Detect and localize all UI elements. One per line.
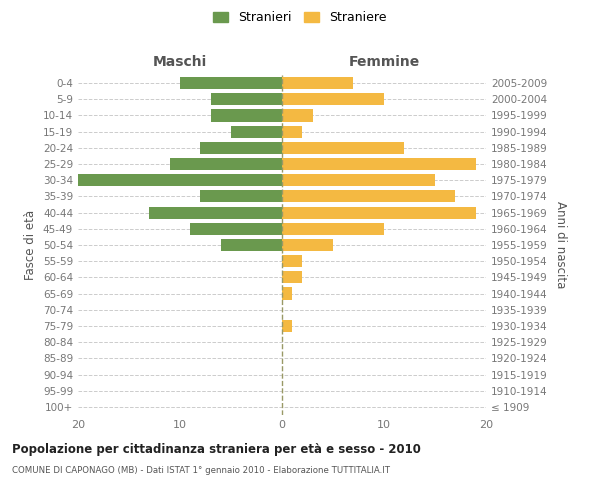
Y-axis label: Fasce di età: Fasce di età	[25, 210, 37, 280]
Bar	[282, 288, 292, 300]
Bar	[221, 239, 282, 251]
Bar	[282, 142, 404, 154]
Text: Popolazione per cittadinanza straniera per età e sesso - 2010: Popolazione per cittadinanza straniera p…	[12, 442, 421, 456]
Bar	[282, 206, 476, 218]
Legend: Stranieri, Straniere: Stranieri, Straniere	[213, 11, 387, 24]
Bar	[180, 77, 282, 89]
Bar	[282, 190, 455, 202]
Text: Femmine: Femmine	[349, 55, 419, 69]
Bar	[211, 110, 282, 122]
Text: Maschi: Maschi	[153, 55, 207, 69]
Bar	[282, 174, 435, 186]
Bar	[170, 158, 282, 170]
Bar	[282, 320, 292, 332]
Bar	[149, 206, 282, 218]
Bar	[282, 77, 353, 89]
Bar	[200, 142, 282, 154]
Bar	[78, 174, 282, 186]
Bar	[231, 126, 282, 138]
Bar	[211, 93, 282, 106]
Bar	[200, 190, 282, 202]
Bar	[282, 158, 476, 170]
Bar	[282, 272, 302, 283]
Y-axis label: Anni di nascita: Anni di nascita	[554, 202, 567, 288]
Text: COMUNE DI CAPONAGO (MB) - Dati ISTAT 1° gennaio 2010 - Elaborazione TUTTITALIA.I: COMUNE DI CAPONAGO (MB) - Dati ISTAT 1° …	[12, 466, 390, 475]
Bar	[190, 222, 282, 235]
Bar	[282, 110, 313, 122]
Bar	[282, 239, 333, 251]
Bar	[282, 126, 302, 138]
Bar	[282, 255, 302, 268]
Bar	[282, 93, 384, 106]
Bar	[282, 222, 384, 235]
